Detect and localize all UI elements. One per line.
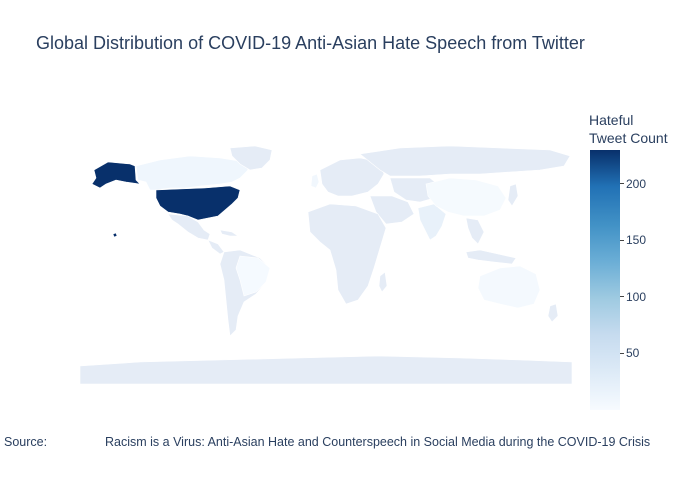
country-japan[interactable] <box>507 183 519 207</box>
colorbar-title-line-2: Tweet Count <box>589 130 668 146</box>
country-usa[interactable] <box>155 185 241 221</box>
colorbar-tick-label: 100 <box>626 289 647 304</box>
colorbar-tick-mark <box>620 239 624 241</box>
colorbar-tick-200: 200 <box>620 177 646 191</box>
country-australia[interactable] <box>477 265 541 309</box>
country-new-zealand[interactable] <box>547 303 559 323</box>
colorbar-title: Hateful Tweet Count <box>589 111 668 147</box>
country-africa[interactable] <box>307 203 387 305</box>
colorbar-tick-label: 200 <box>626 176 647 191</box>
country-caribbean[interactable] <box>219 229 239 237</box>
colorbar-tick-label: 50 <box>626 346 640 361</box>
country-india[interactable] <box>417 203 447 241</box>
colorbar-tick-mark <box>620 352 624 354</box>
country-central-am[interactable] <box>207 239 225 255</box>
chart-title: Global Distribution of COVID-19 Anti-Asi… <box>36 33 585 53</box>
country-china[interactable] <box>425 177 507 217</box>
colorbar <box>590 150 620 410</box>
country-brazil[interactable] <box>235 255 271 297</box>
country-hawaii[interactable] <box>112 232 118 238</box>
colorbar-tick-mark <box>620 183 624 185</box>
map-svg <box>80 145 572 384</box>
colorbar-tick-label: 150 <box>626 233 647 248</box>
colorbar-tick-mark <box>620 296 624 298</box>
colorbar-tick-50: 50 <box>620 346 639 360</box>
country-se-asia[interactable] <box>465 217 485 245</box>
source-label: Source: <box>4 435 48 449</box>
country-uk[interactable] <box>310 173 320 189</box>
country-indonesia[interactable] <box>465 249 517 265</box>
colorbar-ticks: 50 100 150 200 <box>620 150 680 410</box>
source-text: Racism is a Virus: Anti-Asian Hate and C… <box>105 435 651 449</box>
country-russia[interactable] <box>359 145 571 177</box>
world-map[interactable] <box>80 140 572 384</box>
colorbar-tick-150: 150 <box>620 233 646 247</box>
colorbar-tick-100: 100 <box>620 290 646 304</box>
country-canada[interactable] <box>135 155 249 191</box>
country-europe[interactable] <box>319 157 385 197</box>
country-greenland[interactable] <box>229 145 273 171</box>
source-annotation: Source: Racism is a Virus: Anti-Asian Hat… <box>4 435 650 449</box>
country-antarctica[interactable] <box>80 355 572 384</box>
country-alaska[interactable] <box>91 161 141 189</box>
colorbar-title-line-1: Hateful <box>589 112 634 128</box>
country-madagascar[interactable] <box>378 271 388 293</box>
